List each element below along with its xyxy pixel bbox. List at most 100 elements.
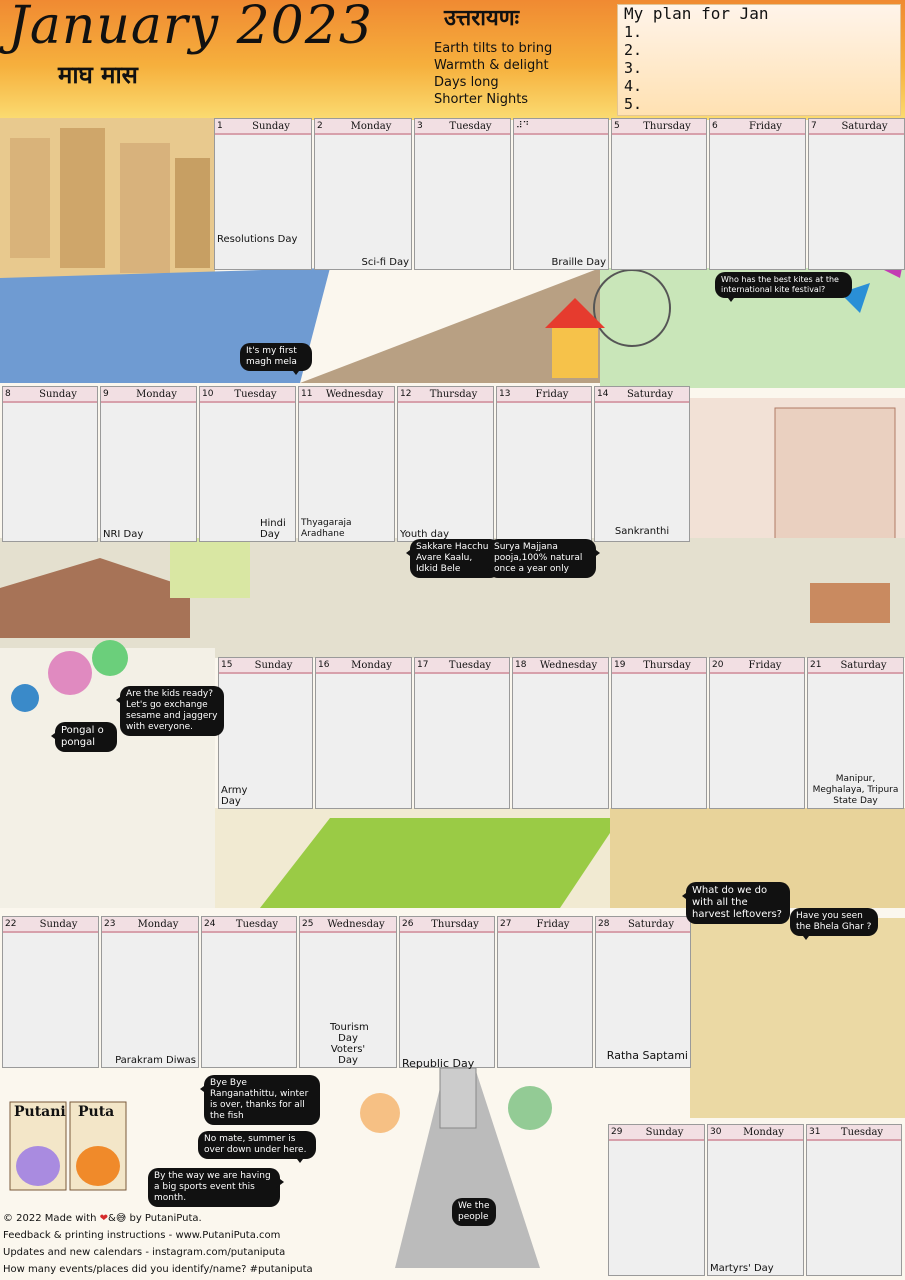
speech-bubble-kids: Are the kids ready? Let's go exchange se… xyxy=(116,686,224,736)
plan-item: 5. xyxy=(624,95,643,113)
day-cell[interactable]: 22 Sunday xyxy=(2,916,99,1068)
weekday-label: Tuesday xyxy=(840,1126,884,1138)
day-cell[interactable]: 28 Saturday Ratha Saptami xyxy=(595,916,691,1068)
uttarayan-title: उत्तरायणः xyxy=(444,6,520,31)
day-number: 28 xyxy=(598,919,610,929)
question-line: How many events/places did you identify/… xyxy=(3,1264,313,1275)
feedback-line[interactable]: Feedback & printing instructions - www.P… xyxy=(3,1230,281,1241)
day-number: 26 xyxy=(402,919,414,929)
weekday-label: Monday xyxy=(137,918,179,930)
day-number: 7 xyxy=(811,121,817,131)
copyright-text: © 2022 Made with xyxy=(3,1213,97,1224)
logo-word: Puta xyxy=(78,1104,115,1120)
day-cell[interactable]: 24 Tuesday xyxy=(201,916,297,1068)
updates-line[interactable]: Updates and new calendars - instagram.co… xyxy=(3,1247,286,1258)
event-label: Hindi Day xyxy=(260,518,286,540)
decorated-cow-illustration xyxy=(810,583,890,623)
day-cell[interactable]: 19 Thursday xyxy=(611,657,707,809)
weekday-label: Friday xyxy=(749,120,782,132)
day-cell[interactable]: 25 Wednesday Tourism Day Voters' Day xyxy=(299,916,397,1068)
day-cell[interactable]: 27 Friday xyxy=(497,916,593,1068)
event-label: Youth day xyxy=(400,529,450,540)
day-cell[interactable]: 20 Friday xyxy=(709,657,805,809)
event-label: Thyagaraja Aradhane xyxy=(301,518,352,539)
monthly-plan-box[interactable]: My plan for Jan 1. 2. 3. 4. 5. xyxy=(617,4,901,116)
illustration-scene xyxy=(0,118,905,1268)
day-cell[interactable]: 2 Monday Sci-fi Day xyxy=(314,118,412,270)
weekday-label: Tuesday xyxy=(448,659,492,671)
calendar-week: 22 Sunday 23 Monday Parakram Diwas 24 Tuesd… xyxy=(2,916,691,1070)
speech-bubble-sakkare: Sakkare Hacchu, Avare Kaalu, Idkid Bele xyxy=(406,539,500,578)
day-number: 9 xyxy=(103,389,109,399)
braille-day-number: ⠼⠙ xyxy=(516,121,530,131)
bhela-ghar-illustration xyxy=(690,918,905,1118)
day-number: 29 xyxy=(611,1127,623,1137)
day-cell[interactable]: 16 Monday xyxy=(315,657,412,809)
day-cell[interactable]: 13 Friday xyxy=(496,386,592,542)
calendar-week: 1 Sunday Resolutions Day 2 Monday Sci-fi D… xyxy=(214,118,905,270)
day-cell[interactable]: 29 Sunday xyxy=(608,1124,705,1276)
weekday-label: Saturday xyxy=(841,120,888,132)
day-cell[interactable]: 21 Saturday Manipur, Meghalaya, Tripura S… xyxy=(807,657,904,809)
weekday-label: Monday xyxy=(743,1126,784,1138)
day-cell[interactable]: 10 Tuesday Hindi Day xyxy=(199,386,296,542)
weekday-label: Saturday xyxy=(627,918,675,930)
day-number: 11 xyxy=(301,389,313,399)
plan-item: 4. xyxy=(624,77,643,95)
smile-icon: 😅 xyxy=(115,1213,127,1224)
day-cell[interactable]: 9 Monday NRI Day xyxy=(100,386,197,542)
weekday-label: Sunday xyxy=(39,388,77,400)
day-cell[interactable]: 12 Thursday Youth day xyxy=(397,386,494,542)
putaniputa-logo: Putani Puta xyxy=(8,1096,128,1196)
day-cell[interactable]: 15 Sunday Army Day xyxy=(218,657,313,809)
day-number: 2 xyxy=(317,121,323,131)
day-cell[interactable]: 7 Saturday xyxy=(808,118,905,270)
day-number: 24 xyxy=(204,919,216,929)
event-label: Parakram Diwas xyxy=(115,1055,196,1066)
event-label: NRI Day xyxy=(103,529,144,540)
day-cell[interactable]: 14 Saturday Sankranthi xyxy=(594,386,690,542)
day-number: 14 xyxy=(597,389,609,399)
day-cell[interactable]: 8 Sunday xyxy=(2,386,98,542)
uttarayan-line: Warmth & delight xyxy=(434,58,549,73)
weekday-label: Friday xyxy=(535,388,569,400)
day-cell[interactable]: ⠼⠙ Braille Day xyxy=(513,118,609,270)
event-label: Republic Day xyxy=(402,1057,475,1070)
weekday-label: Sunday xyxy=(39,918,78,930)
day-cell[interactable]: 6 Friday xyxy=(709,118,806,270)
day-number: 6 xyxy=(712,121,718,131)
india-gate-icon xyxy=(439,1067,477,1129)
day-cell[interactable]: 30 Monday Martyrs' Day xyxy=(707,1124,804,1276)
day-number: 27 xyxy=(500,919,512,929)
weekday-label: Monday xyxy=(351,659,392,671)
day-cell[interactable]: 17 Tuesday xyxy=(414,657,510,809)
speech-bubble-bye-bye: Bye Bye Ranganathittu, winter is over, t… xyxy=(200,1075,320,1125)
weekday-label: Tuesday xyxy=(235,918,279,930)
day-number: 21 xyxy=(810,660,822,670)
plan-item: 3. xyxy=(624,59,643,77)
day-cell[interactable]: 31 Tuesday xyxy=(806,1124,902,1276)
day-number: 20 xyxy=(712,660,724,670)
day-number: 22 xyxy=(5,919,17,929)
day-cell[interactable]: 5 Thursday xyxy=(611,118,707,270)
day-number: 8 xyxy=(5,389,11,399)
event-label: Sci-fi Day xyxy=(361,257,409,268)
weekday-label: Thursday xyxy=(429,388,478,400)
day-cell[interactable]: 11 Wednesday Thyagaraja Aradhane xyxy=(298,386,395,542)
day-cell[interactable]: 23 Monday Parakram Diwas xyxy=(101,916,199,1068)
copyright-line: © 2022 Made with ❤&😅 by PutaniPuta. xyxy=(3,1213,202,1224)
day-cell[interactable]: 3 Tuesday xyxy=(414,118,511,270)
day-cell[interactable]: 1 Sunday Resolutions Day xyxy=(214,118,312,270)
carousel-icon xyxy=(545,298,605,328)
day-cell[interactable]: 26 Thursday Republic Day xyxy=(399,916,495,1070)
sugarcane-illustration xyxy=(170,538,250,598)
speech-bubble-magh-mela: It's my first magh mela xyxy=(240,343,312,375)
weekday-label: Wednesday xyxy=(325,388,384,400)
day-cell[interactable]: 18 Wednesday xyxy=(512,657,609,809)
weekday-label: Tuesday xyxy=(234,388,277,400)
event-label: Martyrs' Day xyxy=(710,1263,774,1274)
weekday-label: Tuesday xyxy=(449,120,492,132)
day-number: 25 xyxy=(302,919,314,929)
logo-word: Putani xyxy=(14,1104,66,1120)
weekday-label: Sunday xyxy=(252,120,290,132)
